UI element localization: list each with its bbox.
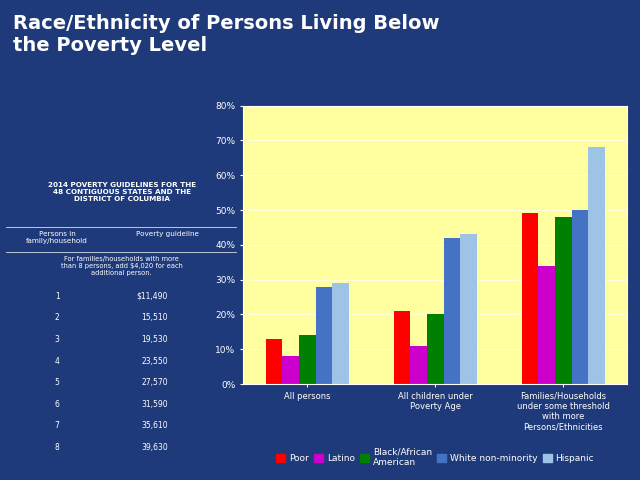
Text: 3: 3 — [54, 335, 60, 344]
Text: 31,590: 31,590 — [141, 400, 168, 409]
Bar — [538, 265, 555, 384]
Text: 6: 6 — [54, 400, 60, 409]
Bar — [394, 311, 410, 384]
Text: 7: 7 — [54, 421, 60, 431]
Text: 19,530: 19,530 — [141, 335, 168, 344]
Text: Poverty guideline: Poverty guideline — [136, 231, 199, 238]
Text: $11,490: $11,490 — [136, 292, 168, 301]
Bar — [588, 147, 605, 384]
Bar — [444, 238, 460, 384]
Bar — [427, 314, 444, 384]
Text: 15,510: 15,510 — [141, 313, 168, 323]
Text: 27,570: 27,570 — [141, 378, 168, 387]
Bar — [282, 356, 299, 384]
Text: 39,630: 39,630 — [141, 443, 168, 452]
Bar — [522, 214, 538, 384]
Bar — [316, 287, 332, 384]
Bar — [460, 234, 477, 384]
Text: 23,550: 23,550 — [141, 357, 168, 366]
Text: 1: 1 — [54, 292, 60, 301]
Bar — [555, 217, 572, 384]
Text: 35,610: 35,610 — [141, 421, 168, 431]
Text: 8: 8 — [54, 443, 60, 452]
Bar — [410, 346, 427, 384]
Text: Persons in
family/household: Persons in family/household — [26, 231, 88, 244]
Bar — [299, 335, 316, 384]
Bar — [332, 283, 349, 384]
Text: For families/households with more
than 8 persons, add $4,020 for each
additional: For families/households with more than 8… — [61, 256, 182, 276]
Text: 2: 2 — [54, 313, 60, 323]
Text: 5: 5 — [54, 378, 60, 387]
Text: 4: 4 — [54, 357, 60, 366]
Bar — [266, 339, 282, 384]
Text: Race/Ethnicity of Persons Living Below
the Poverty Level: Race/Ethnicity of Persons Living Below t… — [13, 14, 439, 55]
Legend: Poor, Latino, Black/African
American, White non-minority, Hispanic: Poor, Latino, Black/African American, Wh… — [273, 444, 598, 471]
Bar — [572, 210, 588, 384]
Text: 2014 POVERTY GUIDELINES FOR THE
48 CONTIGUOUS STATES AND THE
DISTRICT OF COLUMBI: 2014 POVERTY GUIDELINES FOR THE 48 CONTI… — [47, 182, 196, 203]
